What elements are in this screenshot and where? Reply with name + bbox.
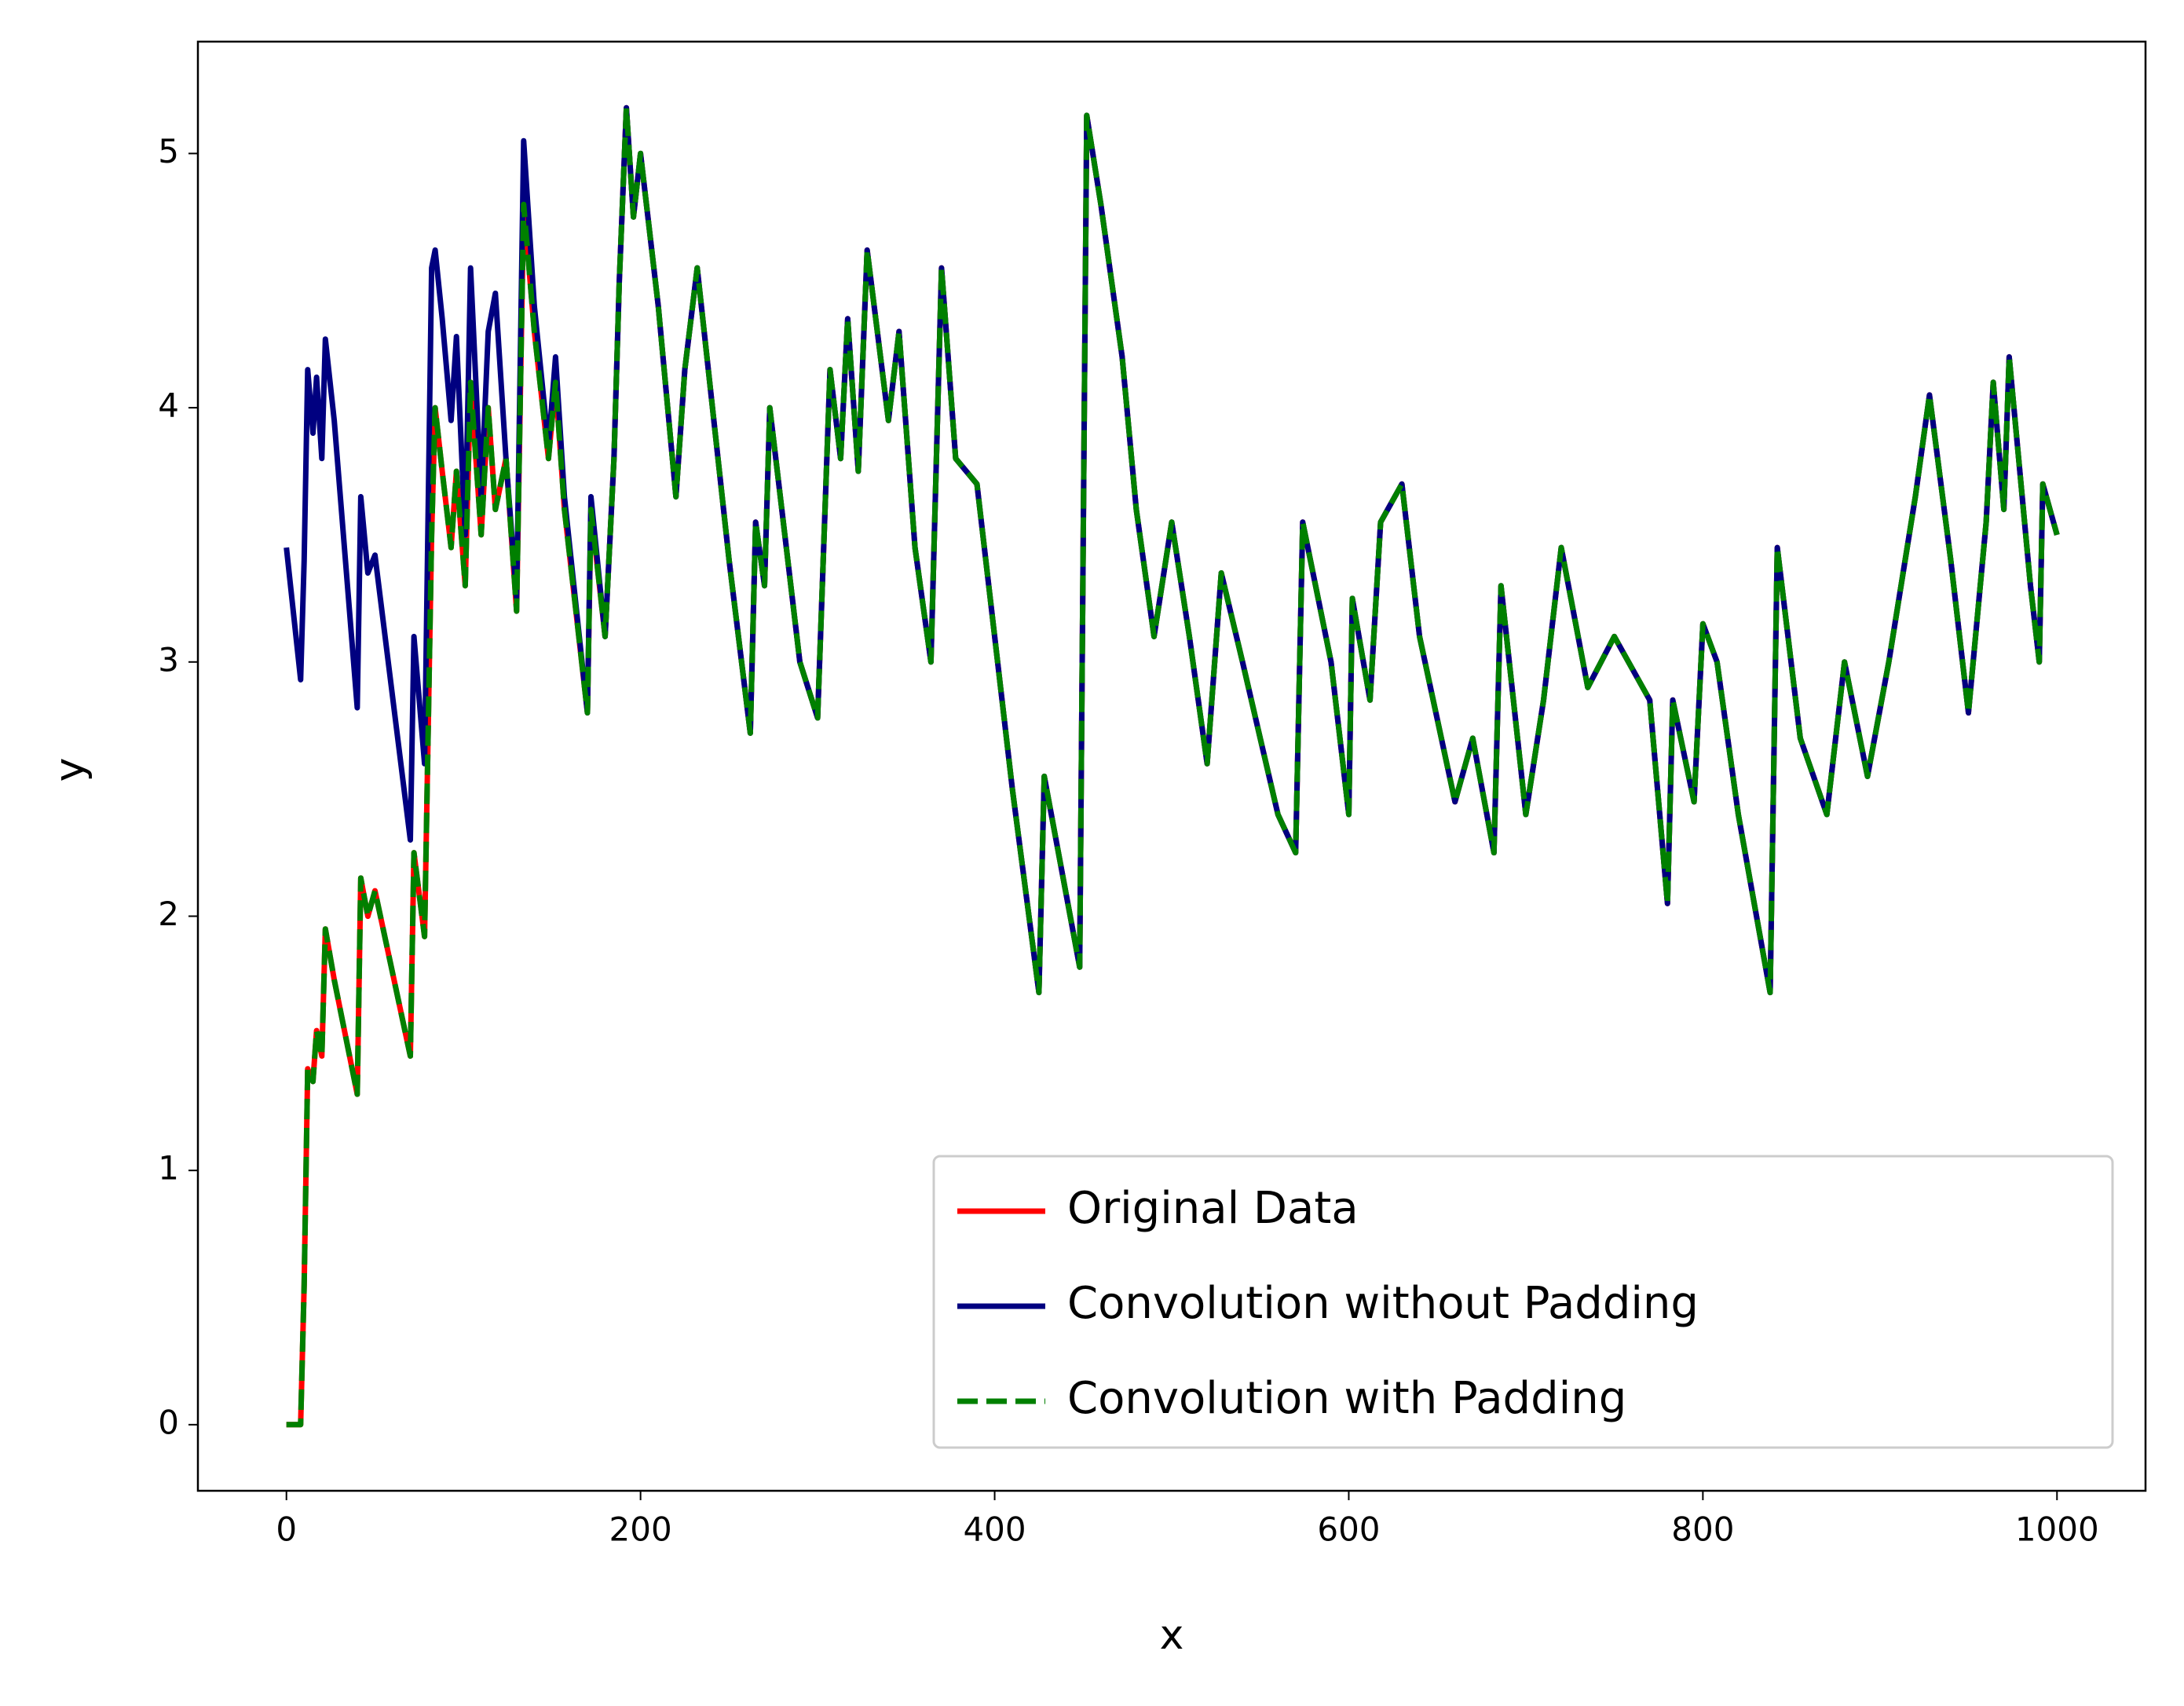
y-tick-label: 5 xyxy=(158,132,179,170)
y-tick-label: 4 xyxy=(158,386,179,425)
x-tick-label: 0 xyxy=(276,1510,297,1549)
x-tick-label: 400 xyxy=(963,1510,1026,1549)
y-tick-label: 1 xyxy=(158,1149,179,1188)
x-tick-label: 1000 xyxy=(2015,1510,2099,1549)
x-tick-label: 800 xyxy=(1671,1510,1734,1549)
plot-area xyxy=(284,104,2060,1428)
plot-frame xyxy=(196,40,2147,1492)
y-tick-label: 0 xyxy=(158,1403,179,1441)
y-axis-label: y xyxy=(46,758,93,782)
x-axis-label: x xyxy=(1160,1612,1184,1659)
y-tick-label: 2 xyxy=(158,895,179,933)
legend-label: Convolution with Padding xyxy=(1067,1373,1626,1424)
y-tick-label: 3 xyxy=(158,640,179,679)
legend-label: Convolution without Padding xyxy=(1067,1278,1699,1329)
legend-label: Original Data xyxy=(1067,1183,1359,1234)
legend-box xyxy=(932,1155,2114,1449)
data-line xyxy=(286,104,2060,1428)
x-tick-label: 200 xyxy=(609,1510,672,1549)
x-tick-label: 600 xyxy=(1317,1510,1380,1549)
